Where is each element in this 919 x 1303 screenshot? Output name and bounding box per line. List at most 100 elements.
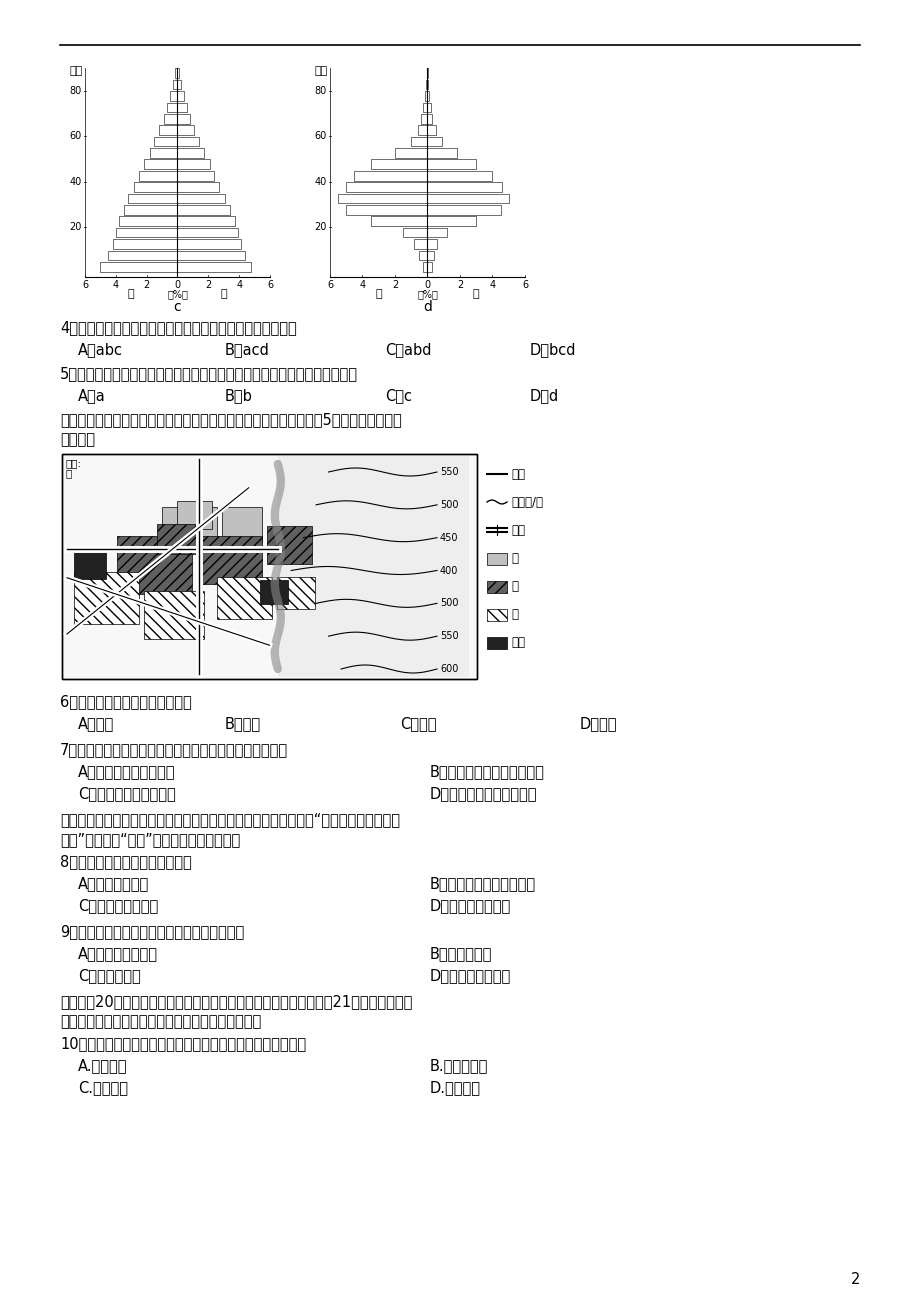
Bar	[411, 137, 427, 146]
Bar	[150, 149, 177, 158]
Text: A.原料产地: A.原料产地	[78, 1058, 128, 1072]
Bar	[427, 228, 447, 237]
Text: 女: 女	[472, 289, 479, 298]
Bar	[164, 113, 177, 124]
Text: 6．该城市形成的主导区位因素是: 6．该城市形成的主导区位因素是	[60, 694, 191, 709]
Bar	[425, 91, 427, 100]
Bar	[154, 137, 177, 146]
Bar	[177, 240, 241, 249]
Bar	[177, 79, 181, 90]
Text: 米: 米	[66, 468, 73, 478]
Text: 6: 6	[521, 280, 528, 291]
Bar	[427, 103, 430, 112]
Bar	[427, 262, 432, 271]
Text: C．蕉发量增加: C．蕉发量增加	[78, 968, 141, 982]
Bar	[74, 572, 139, 624]
Bar	[486, 637, 506, 649]
Bar	[427, 91, 429, 100]
Text: B．人口迁往农村、小城镇: B．人口迁往农村、小城镇	[429, 876, 536, 891]
Bar	[177, 149, 203, 158]
Text: 20: 20	[70, 223, 82, 232]
Text: 80: 80	[70, 86, 82, 96]
Bar	[177, 103, 187, 112]
Bar	[417, 125, 427, 136]
Text: 400: 400	[439, 566, 458, 576]
Bar	[62, 453, 476, 679]
Bar	[346, 205, 427, 215]
Text: 等高线/米: 等高线/米	[510, 495, 542, 508]
Bar	[177, 125, 194, 136]
Bar	[134, 182, 177, 192]
Text: 60: 60	[314, 132, 326, 141]
Text: 2: 2	[850, 1272, 859, 1287]
Bar	[278, 456, 468, 678]
Bar	[217, 577, 272, 619]
Text: 60: 60	[70, 132, 82, 141]
Text: B．气候: B．气候	[225, 717, 261, 731]
Bar	[108, 250, 177, 261]
Text: D．公路: D．公路	[579, 717, 617, 731]
Bar	[427, 182, 502, 192]
Text: 男: 男	[375, 289, 381, 298]
Bar	[425, 79, 427, 90]
Text: 4: 4	[113, 280, 119, 291]
Bar	[177, 205, 230, 215]
Text: 6: 6	[267, 280, 273, 291]
Text: c: c	[174, 300, 181, 314]
Text: 年龄: 年龄	[314, 66, 328, 76]
Text: 0: 0	[175, 280, 180, 291]
Bar	[427, 79, 428, 90]
Text: 550: 550	[439, 466, 459, 477]
Bar	[162, 507, 217, 549]
Text: 列各题。: 列各题。	[60, 433, 95, 447]
Bar	[113, 240, 177, 249]
Text: D．d: D．d	[529, 388, 559, 403]
Text: A．河流: A．河流	[78, 717, 114, 731]
Bar	[166, 103, 177, 112]
Bar	[221, 507, 262, 542]
Bar	[267, 526, 312, 564]
Bar	[177, 182, 219, 192]
Text: 20: 20	[314, 223, 326, 232]
Bar	[423, 103, 427, 112]
Bar	[177, 137, 199, 146]
Bar	[260, 580, 288, 605]
Text: D．房地产供大于求: D．房地产供大于求	[429, 898, 511, 913]
Text: 40: 40	[314, 177, 326, 186]
Text: 450: 450	[439, 533, 458, 542]
Text: 9．新城的建设对水循环产生的影响有（　　）: 9．新城的建设对水循环产生的影响有（ ）	[60, 924, 244, 939]
Text: （%）: （%）	[416, 289, 437, 298]
Bar	[427, 216, 476, 227]
Bar	[173, 79, 177, 90]
Text: C．相应产业不完善: C．相应产业不完善	[78, 898, 158, 913]
Text: 550: 550	[439, 631, 459, 641]
Text: B．acd: B．acd	[225, 341, 269, 357]
Text: D．bcd: D．bcd	[529, 341, 576, 357]
Bar	[427, 194, 508, 203]
Bar	[144, 592, 204, 638]
Text: A．上风上水，环境优美: A．上风上水，环境优美	[78, 764, 176, 779]
Text: 甲: 甲	[510, 551, 517, 564]
Text: C．c: C．c	[384, 388, 412, 403]
Bar	[427, 171, 492, 181]
Bar	[177, 262, 251, 271]
Text: 4: 4	[359, 280, 365, 291]
Text: 40: 40	[70, 177, 82, 186]
Text: 乙: 乙	[510, 580, 517, 593]
Text: 2: 2	[391, 280, 398, 291]
Text: 500: 500	[439, 500, 458, 509]
Bar	[486, 581, 506, 593]
Bar	[427, 159, 476, 169]
Bar	[427, 137, 442, 146]
Text: 80: 80	[314, 86, 326, 96]
Bar	[370, 216, 427, 227]
Text: 7．甲、乙、丙为该城市主要功能区。丙功能区布局特点是: 7．甲、乙、丙为该城市主要功能区。丙功能区布局特点是	[60, 741, 288, 757]
Text: 丙: 丙	[510, 607, 517, 620]
Text: C．文化: C．文化	[400, 717, 436, 731]
Bar	[354, 171, 427, 181]
Bar	[427, 240, 437, 249]
Text: A．地表径流量增加: A．地表径流量增加	[78, 946, 158, 962]
Bar	[427, 250, 434, 261]
Bar	[370, 159, 427, 169]
Bar	[346, 182, 427, 192]
